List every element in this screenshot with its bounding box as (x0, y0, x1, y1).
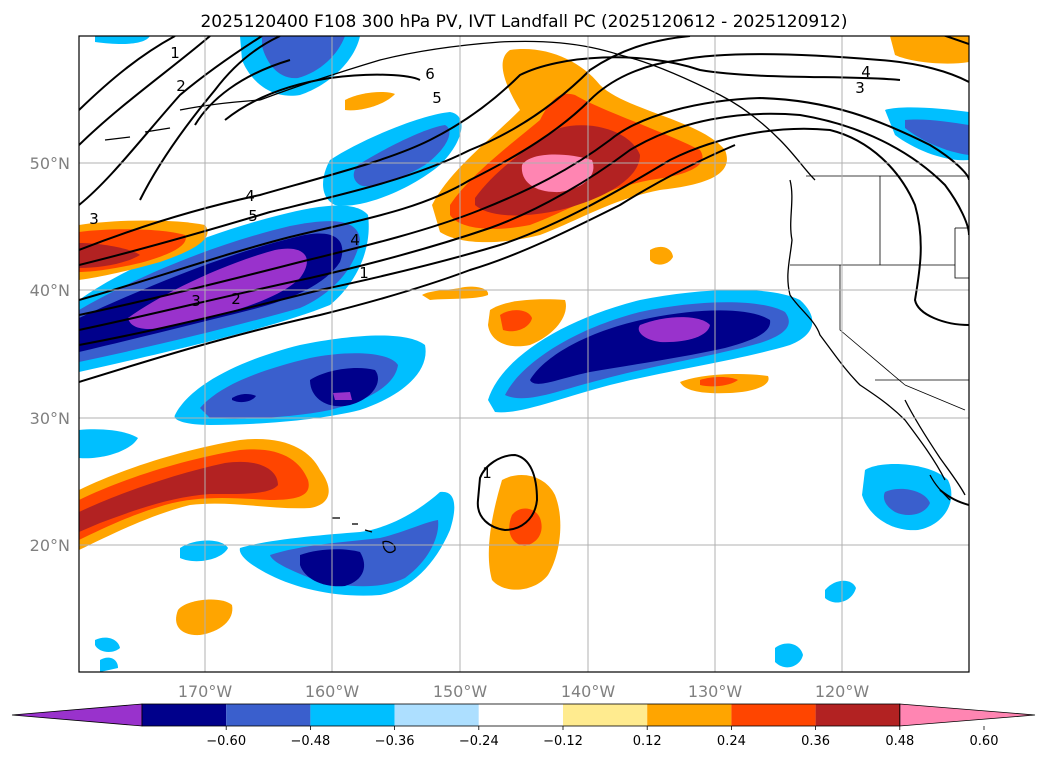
map-border (78, 35, 970, 673)
lat-label: 50°N (30, 154, 70, 173)
pv-positive-blob (345, 92, 395, 111)
colorbar-outline (141, 703, 901, 727)
contour-label: 6 (425, 65, 435, 83)
colorbar-tick-label: 0.24 (717, 734, 746, 749)
pv-negative-blob (100, 657, 118, 672)
lon-label: 120°W (815, 682, 870, 701)
colorbar-tick-label: −0.24 (459, 734, 499, 749)
pv-positive-blob (488, 299, 566, 347)
lat-label: 20°N (30, 536, 70, 555)
figure-title: 2025120400 F108 300 hPa PV, IVT Landfall… (200, 12, 847, 32)
colorbar-tick-label: 0.60 (970, 734, 999, 749)
contour-label: 4 (861, 63, 871, 81)
contour-label: 2 (231, 290, 241, 308)
colorbar-extend-high (899, 703, 1036, 727)
lon-label: 160°W (305, 682, 360, 701)
contour-labels: 1 2 3 4 5 6 5 4 3 4 1 3 2 1 (89, 44, 871, 482)
lon-label: 140°W (561, 682, 616, 701)
pv-negative-south-central (174, 335, 426, 425)
colorbar-segment (647, 704, 732, 726)
lon-label: 130°W (688, 682, 743, 701)
colorbar-tick-label: −0.36 (375, 734, 415, 749)
pv-positive-blob (650, 246, 673, 265)
colorbar-segment (394, 704, 479, 726)
coastlines (104, 40, 966, 553)
contour-label: 3 (855, 79, 865, 97)
lat-label: 30°N (30, 409, 70, 428)
pv-negative-northeast (885, 107, 969, 161)
pv-negative-hawaii (239, 491, 455, 596)
colorbar-tick-label: −0.12 (543, 734, 583, 749)
contour-label: 2 (176, 77, 186, 95)
longitude-labels: 170°W 160°W 150°W 140°W 130°W 120°W (178, 682, 870, 701)
pv-negative-central-east (488, 289, 813, 413)
pv-negative-aleutian-small (95, 36, 150, 44)
colorbar-segment (815, 704, 900, 726)
lon-label: 170°W (178, 682, 233, 701)
colorbar-tick-label: 0.36 (801, 734, 830, 749)
pv-negative-baja (862, 464, 952, 531)
pv-negative-northwest (240, 36, 360, 96)
contour-label: 5 (248, 207, 258, 225)
map-panel: 1 2 3 4 5 6 5 4 3 4 1 3 2 1 (79, 36, 969, 672)
contour-label: 5 (432, 89, 442, 107)
colorbar-extend-low (11, 703, 143, 727)
colorbar-tick-label: 0.48 (885, 734, 914, 749)
pv-positive-southwest (79, 439, 329, 550)
contour-label: 1 (359, 264, 369, 282)
colorbar-segment (731, 704, 816, 726)
contour-label: 3 (191, 292, 201, 310)
contour-label: 1 (170, 44, 180, 62)
colorbar-tick-label: −0.60 (206, 734, 246, 749)
pv-positive-subtropical (488, 475, 561, 590)
contour-label: 1 (482, 464, 492, 482)
colorbar: −0.60 −0.48 −0.36 −0.24 −0.12 0.12 0.24 0.36 0.4… (11, 703, 1036, 749)
pv-negative-blob (79, 429, 138, 459)
colorbar-segment (142, 704, 227, 726)
latitude-labels: 50°N 40°N 30°N 20°N (30, 154, 70, 555)
pv-negative-north-mid (323, 112, 462, 206)
pv-negative-blob (95, 637, 120, 652)
pv-negative-blob (825, 580, 856, 603)
lon-label: 150°W (433, 682, 488, 701)
pv-negative-blob (180, 540, 228, 562)
gridlines (79, 36, 969, 672)
state-boundaries (790, 36, 969, 411)
colorbar-tick-label: −0.48 (290, 734, 330, 749)
colorbar-segment (478, 704, 563, 726)
colorbar-tick-label: 0.12 (633, 734, 662, 749)
contour-label: 3 (89, 210, 99, 228)
colorbar-segment (310, 704, 395, 726)
pv-negative-blob (775, 643, 803, 668)
contour-label: 4 (350, 231, 360, 249)
colorbar-segment (226, 704, 311, 726)
colorbar-segment (563, 704, 648, 726)
pv-positive-blob (680, 374, 769, 394)
pv-positive-blob (176, 599, 233, 636)
contour-label: 4 (245, 187, 255, 205)
lat-label: 40°N (30, 281, 70, 300)
pv-positive-northeast (890, 36, 969, 64)
